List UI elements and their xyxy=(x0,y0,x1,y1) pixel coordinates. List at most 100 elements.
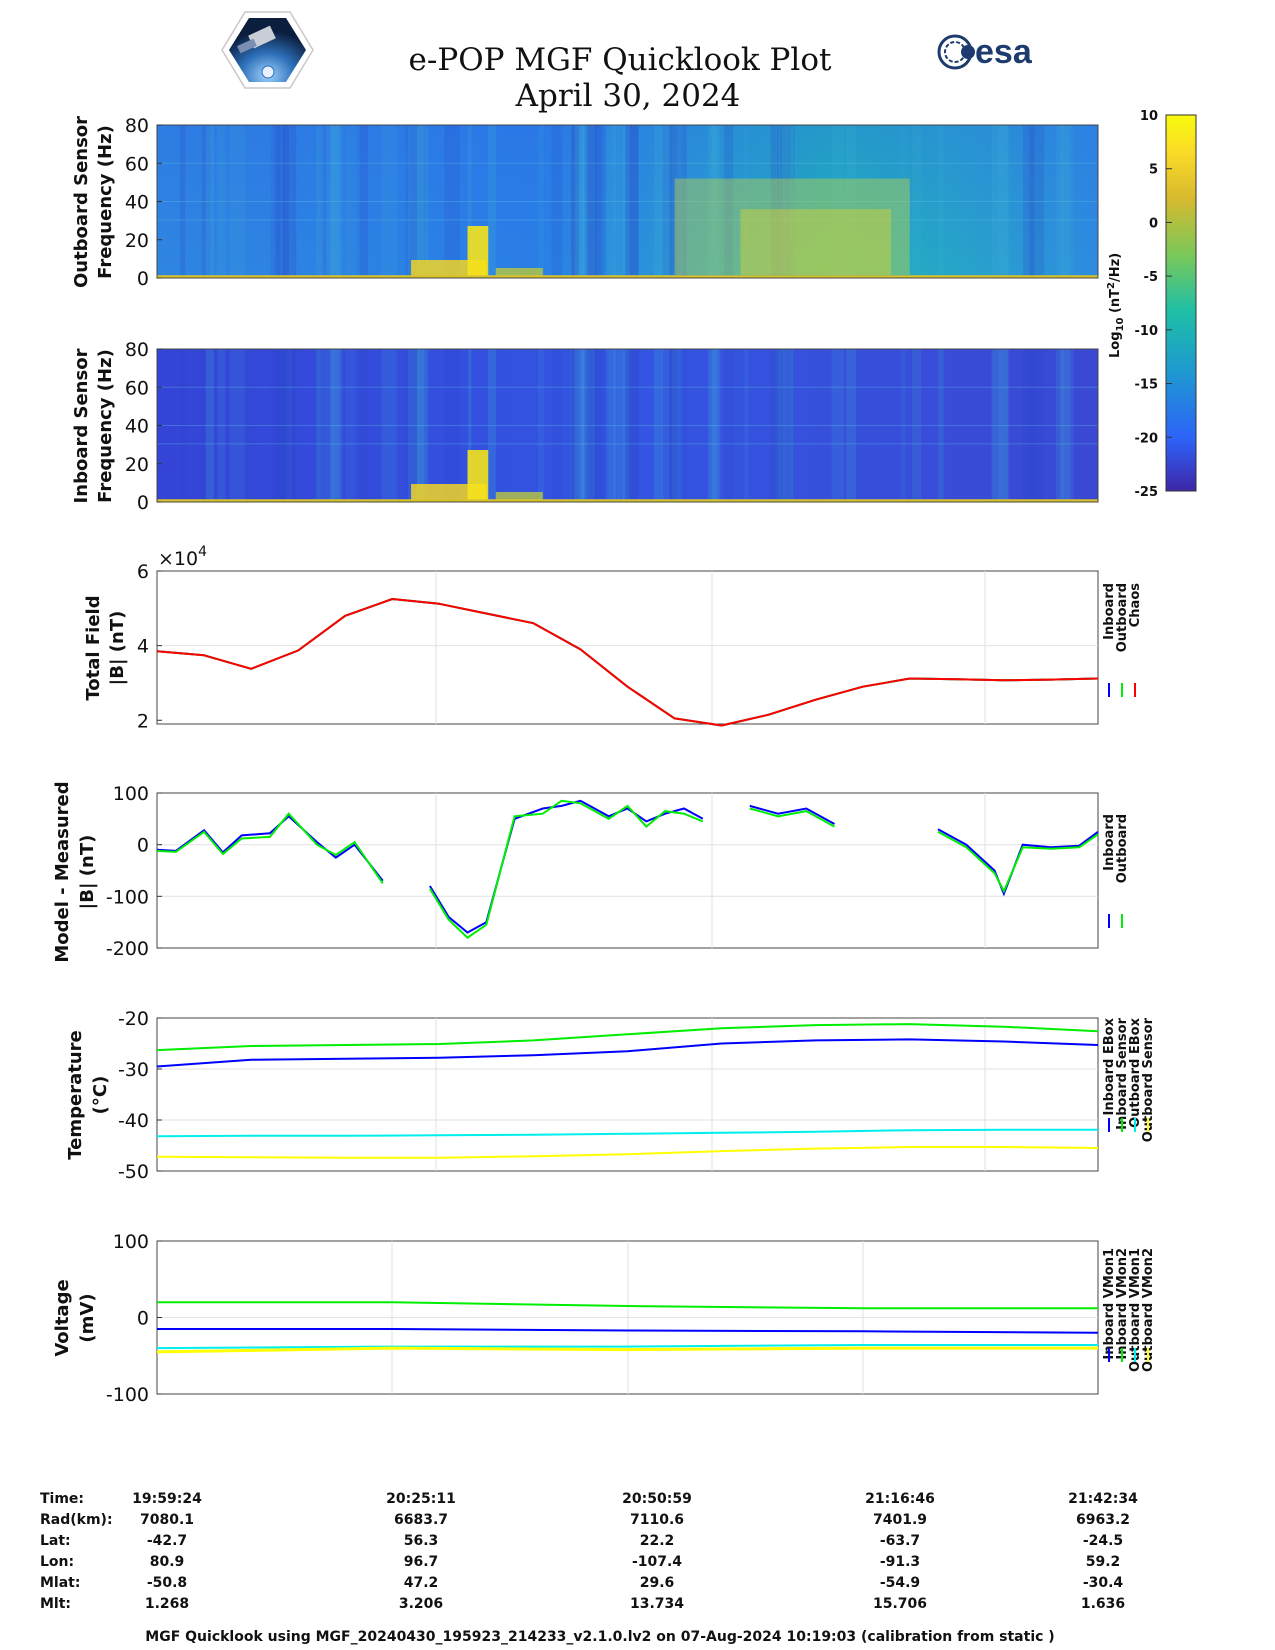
legend-entry: Outboard xyxy=(1115,814,1130,883)
inboard-spectrogram-panel: 80 60 40 20 0 Inboard Sensor Frequency (Hz) xyxy=(71,339,1099,514)
info-cell: 59.2 xyxy=(1086,1554,1121,1570)
info-cell: 22.2 xyxy=(640,1533,675,1549)
y-tick-label: -20 xyxy=(118,1008,149,1030)
info-cell: 20:50:59 xyxy=(622,1491,692,1507)
spectrogram-stripe xyxy=(662,125,670,278)
spectrogram-stripe xyxy=(405,349,412,502)
spectrogram-stripe xyxy=(618,349,630,502)
series-line-inboard xyxy=(156,814,384,882)
spectrogram-stripe xyxy=(831,125,844,278)
info-cell: -42.7 xyxy=(147,1533,187,1549)
y-tick-label: 80 xyxy=(125,115,149,137)
spectrogram-stripe xyxy=(621,125,626,278)
spectrogram-stripe xyxy=(789,125,795,278)
spectrogram-stripe xyxy=(332,349,340,502)
spectrogram-stripe xyxy=(789,349,795,502)
spectrogram-stripe xyxy=(653,125,663,278)
spectrogram-stripe xyxy=(322,125,327,278)
spectrogram-stripe xyxy=(938,125,944,278)
spectrogram-stripe xyxy=(846,125,857,278)
info-row-label: Lon: xyxy=(40,1554,74,1570)
spectrogram-stripe xyxy=(778,125,794,278)
spectrogram-stripe xyxy=(417,349,429,502)
y-tick-label: 40 xyxy=(125,192,149,214)
y-tick-label: -50 xyxy=(118,1161,149,1183)
temperature-panel: -20 -30 -40 -50 Temperature (°C) Inboard EB… xyxy=(65,1008,1156,1183)
spectrogram-stripe xyxy=(444,125,461,278)
voltage-ylabel-1: Voltage xyxy=(52,1279,73,1356)
y-tick-label: 60 xyxy=(125,377,149,399)
info-cell: 7401.9 xyxy=(873,1512,927,1528)
spectrogram-stripe xyxy=(621,349,626,502)
spectrogram-stripe xyxy=(570,349,579,502)
spectrogram-stripe xyxy=(551,349,563,502)
spectrogram-stripe xyxy=(487,125,496,278)
spectrogram-stripe xyxy=(662,349,678,502)
spectrogram-stripe xyxy=(606,125,616,278)
spectrogram-stripe xyxy=(201,125,211,278)
y-tick-label: 60 xyxy=(125,153,149,175)
spectrogram-stripe xyxy=(405,125,412,278)
legend-entry: Outboard VMon2 xyxy=(1141,1248,1156,1372)
series-line-inboard xyxy=(749,804,835,825)
spectrogram-stripe xyxy=(417,125,429,278)
spectrogram-stripe xyxy=(776,349,783,502)
spectrogram-stripe xyxy=(345,125,356,278)
spectrogram-stripe xyxy=(1022,349,1035,502)
spectrogram-stripe xyxy=(574,349,585,502)
colorbar-gradient xyxy=(1165,114,1197,492)
spectrogram-stripe xyxy=(678,349,683,502)
spectrogram-stripe xyxy=(775,125,780,278)
colorbar-tick-label: -5 xyxy=(1144,270,1158,285)
spectrogram-stripe xyxy=(274,125,289,278)
temperature-ylabel-2: (°C) xyxy=(90,1076,111,1115)
info-cell: 47.2 xyxy=(404,1575,439,1591)
spectrogram-stripe xyxy=(779,125,790,278)
spectrogram-stripe xyxy=(744,349,749,502)
spectrogram-stripe xyxy=(912,125,922,278)
spectrogram-stripe xyxy=(1022,125,1035,278)
spectrogram-stripe xyxy=(900,349,906,502)
model-measured-panel: 100 0 -100 -200 Model - Measured |B| (nT) I… xyxy=(52,781,1130,962)
colorbar-tick-label: 10 xyxy=(1140,109,1158,124)
info-cell: -30.4 xyxy=(1083,1575,1124,1591)
info-row-label: Rad(km): xyxy=(40,1512,113,1528)
spectrogram-stripe xyxy=(315,349,320,502)
y-tick-label: 0 xyxy=(137,1308,149,1330)
spectrogram-stripe xyxy=(569,349,585,502)
spectrogram-stripe xyxy=(201,349,211,502)
info-row-label: Mlt: xyxy=(40,1596,71,1612)
colorbar-tick-label: 0 xyxy=(1149,216,1158,231)
spectrogram-stripe xyxy=(569,125,585,278)
spectrogram-stripe xyxy=(411,125,426,278)
voltage-ylabel-2: (mV) xyxy=(77,1293,98,1342)
series-line-outboard xyxy=(749,807,835,828)
spectrogram-stripe xyxy=(581,125,596,278)
spectrogram-stripe xyxy=(284,349,292,502)
info-cell: 20:25:11 xyxy=(386,1491,456,1507)
esa-logo-text: esa xyxy=(975,33,1033,71)
spectrogram-stripe xyxy=(671,349,680,502)
y-tick-label: 100 xyxy=(113,1231,149,1253)
info-cell: 96.7 xyxy=(404,1554,439,1570)
info-cell: 56.3 xyxy=(404,1533,439,1549)
temperature-ylabel-1: Temperature xyxy=(65,1030,86,1159)
spectrogram-stripe xyxy=(229,125,245,278)
info-cell: 80.9 xyxy=(150,1554,185,1570)
info-cell: 3.206 xyxy=(399,1596,443,1612)
spectrogram-stripe xyxy=(487,349,496,502)
spectrogram-stripe xyxy=(588,349,605,502)
spectrogram-stripe xyxy=(468,349,472,502)
model-measured-ylabel-1: Model - Measured xyxy=(52,781,73,962)
spectrogram-stripe xyxy=(276,125,290,278)
spectrogram-stripe xyxy=(724,125,734,278)
info-cell: -50.8 xyxy=(147,1575,187,1591)
spectrogram-stripe xyxy=(229,349,245,502)
colorbar-label: Log10 (nT2/Hz) xyxy=(1106,253,1126,358)
spectrogram-stripe xyxy=(586,349,598,502)
spectrogram-stripe xyxy=(588,125,605,278)
series-line-inboard-vmon2 xyxy=(157,1301,1098,1310)
spectrogram-stripe xyxy=(284,125,292,278)
spectrogram-stripe xyxy=(345,349,356,502)
